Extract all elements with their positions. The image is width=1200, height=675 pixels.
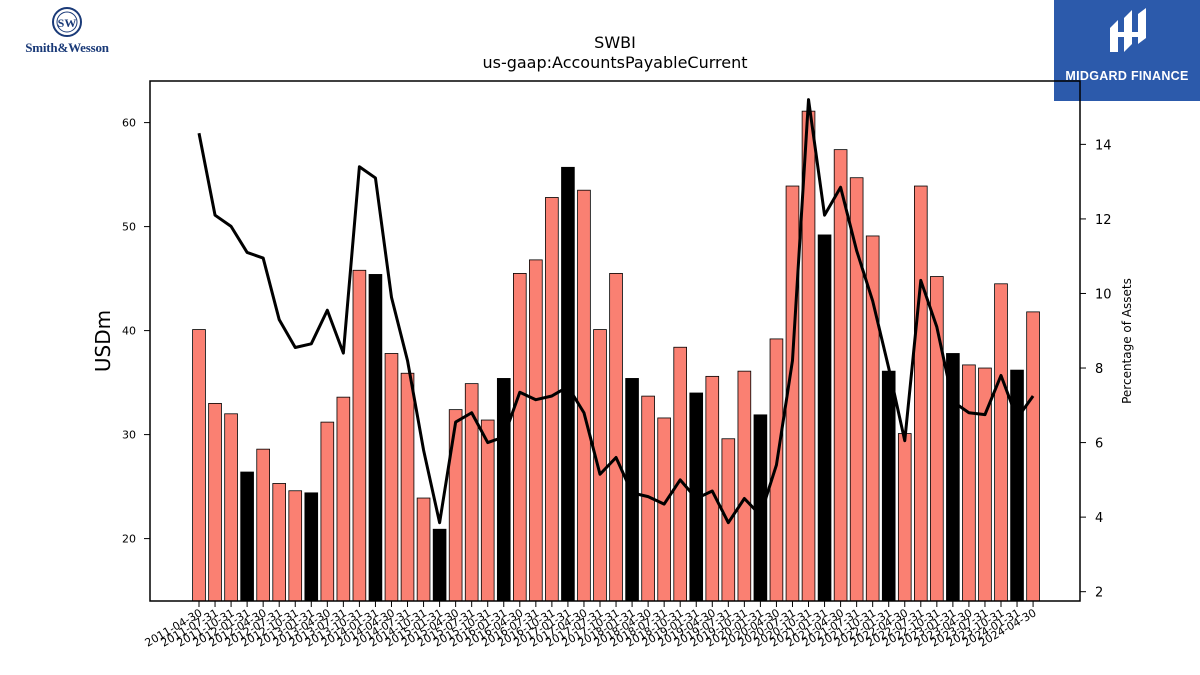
bar-2011-04-30 [192, 329, 206, 602]
bar-2014-10-31 [416, 497, 431, 602]
smith-wesson-wordmark: Smith&Wesson [25, 40, 109, 55]
right-axis-ticks: 2 4 6 8 10 12 14 [1080, 138, 1112, 601]
bar-2013-01-31 [304, 492, 319, 602]
bar-2022-01-31 [881, 370, 896, 602]
y2-axis-label: Percentage of Assets [1120, 278, 1134, 404]
bar-2011-10-31 [224, 413, 238, 602]
bar-2023-01-31 [946, 353, 960, 602]
bar-2012-10-31 [288, 490, 303, 602]
y-tick-label: 30 [122, 429, 136, 442]
y2-tick-label: 2 [1095, 586, 1103, 601]
percentage-of-assets-line [197, 98, 1035, 525]
y2-tick-label: 12 [1095, 213, 1112, 228]
bar-2018-07-31 [657, 417, 671, 602]
bar-2014-04-30 [384, 353, 399, 602]
y-tick-label: 20 [122, 533, 136, 546]
bar-2011-07-31 [208, 402, 222, 602]
bar-2018-10-31 [673, 346, 687, 602]
bar-2019-10-31 [737, 370, 752, 602]
y2-tick-label: 6 [1095, 437, 1103, 452]
bar-2013-07-31 [336, 396, 351, 602]
bar-2023-04-30 [962, 364, 976, 602]
smith-wesson-seal-icon: SW [52, 7, 82, 37]
bar-2019-04-30 [705, 375, 720, 602]
bar-2016-04-30 [513, 272, 527, 602]
bar-2012-04-30 [256, 448, 270, 602]
bar-2021-01-31 [817, 234, 832, 602]
bar-2013-10-31 [352, 269, 367, 602]
bar-2012-07-31 [272, 483, 286, 602]
y2-tick-label: 4 [1095, 511, 1103, 526]
bar-2014-07-31 [400, 372, 415, 602]
midgard-finance-logo: MIDGARD FINANCE [1054, 0, 1200, 101]
bar-2017-01-31 [561, 166, 575, 602]
chart-subtitle: us-gaap:AccountsPayableCurrent [482, 53, 747, 72]
bar-2020-01-31 [753, 414, 768, 602]
smith-wesson-logo: SW Smith&Wesson [6, 6, 128, 58]
bar-2017-10-31 [609, 272, 623, 602]
bar-series [192, 110, 1040, 602]
bar-2022-04-30 [897, 433, 912, 602]
y-tick-label: 40 [122, 325, 136, 338]
y2-tick-label: 10 [1095, 287, 1112, 302]
bar-2014-01-31 [368, 274, 383, 602]
svg-text:SW: SW [58, 16, 77, 30]
bar-2021-04-30 [833, 149, 848, 602]
y2-tick-label: 8 [1095, 362, 1103, 377]
y-axis-label: USDm [91, 310, 115, 372]
bar-2015-01-31 [432, 528, 447, 602]
bar-2012-01-31 [240, 471, 254, 602]
y2-tick-label: 14 [1095, 138, 1112, 153]
bar-2016-10-31 [545, 197, 559, 602]
midgard-emblem-icon [1110, 8, 1146, 52]
bar-2015-10-31 [480, 419, 495, 602]
x-axis-ticks: 2011-04-302011-07-312011-10-312012-01-31… [143, 601, 1039, 650]
y-tick-label: 60 [122, 117, 136, 130]
bar-2015-04-30 [448, 409, 463, 602]
chart-title: SWBI [594, 33, 636, 52]
bar-2021-07-31 [849, 177, 864, 602]
y-tick-label: 50 [122, 221, 136, 234]
midgard-finance-name: MIDGARD FINANCE [1065, 69, 1189, 83]
bar-2022-07-31 [914, 185, 928, 602]
bar-2016-01-31 [496, 378, 511, 602]
bar-2020-04-30 [769, 338, 784, 602]
bar-2023-10-31 [994, 283, 1008, 602]
plot-frame [149, 80, 1081, 602]
bar-2017-07-31 [593, 329, 607, 602]
bar-2016-07-31 [529, 259, 543, 602]
bar-2017-04-30 [577, 189, 591, 602]
bar-2024-04-30 [1026, 311, 1040, 602]
bar-2013-04-30 [320, 421, 335, 602]
left-axis-ticks: 20 30 40 50 60 [122, 117, 150, 546]
